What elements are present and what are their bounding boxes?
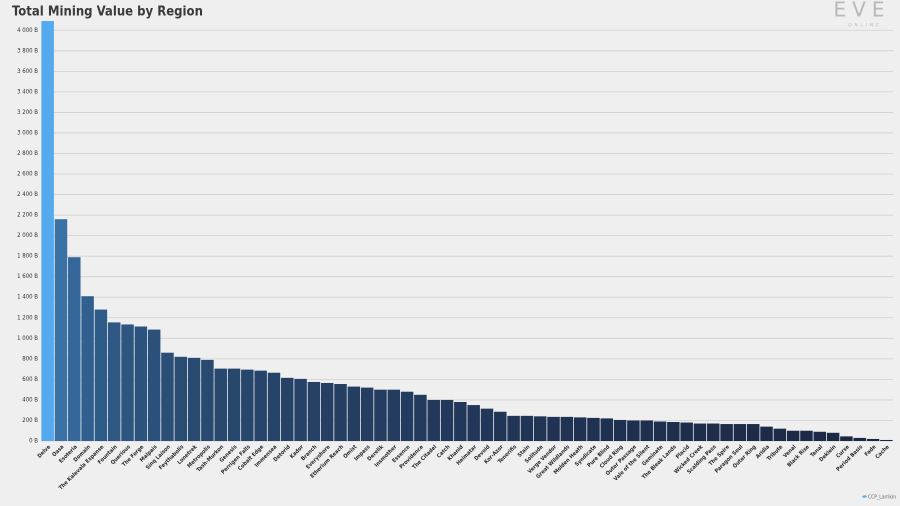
y-tick-label: 3 000 B bbox=[17, 129, 38, 136]
chart-title: Total Mining Value by Region bbox=[12, 5, 203, 20]
bar bbox=[241, 369, 254, 441]
y-tick-label: 2 200 B bbox=[17, 212, 38, 219]
bar bbox=[214, 368, 227, 441]
bar bbox=[400, 391, 414, 441]
bar bbox=[294, 378, 307, 441]
y-tick-label: 1 600 B bbox=[17, 273, 38, 280]
bar bbox=[254, 370, 267, 441]
credit: CCP_Larrikin bbox=[868, 495, 896, 501]
bar bbox=[94, 309, 108, 441]
bar bbox=[640, 420, 653, 441]
bar bbox=[454, 401, 467, 441]
bar bbox=[733, 424, 747, 441]
bar bbox=[347, 386, 361, 441]
bar bbox=[786, 430, 800, 441]
y-tick-label: 400 B bbox=[22, 396, 38, 403]
logo-sub: ONLINE bbox=[848, 23, 881, 29]
bar bbox=[134, 326, 148, 441]
bar bbox=[121, 324, 134, 441]
bar bbox=[653, 421, 667, 441]
bar bbox=[494, 411, 507, 441]
bar bbox=[334, 384, 347, 441]
bar bbox=[320, 382, 334, 441]
bar bbox=[147, 329, 161, 441]
y-tick-label: 2 400 B bbox=[17, 191, 38, 198]
y-tick-label: 200 B bbox=[22, 417, 38, 424]
bar bbox=[680, 422, 693, 441]
y-tick-label: 2 800 B bbox=[17, 150, 38, 157]
y-tick-label: 4 000 B bbox=[17, 27, 38, 34]
bar bbox=[480, 408, 494, 441]
bar bbox=[440, 399, 454, 441]
twitter-icon bbox=[862, 495, 867, 498]
y-tick-label: 0 B bbox=[29, 438, 38, 445]
bar bbox=[667, 422, 680, 441]
bar bbox=[800, 430, 813, 441]
bar bbox=[374, 389, 387, 441]
bar bbox=[174, 356, 188, 441]
bar bbox=[281, 377, 294, 441]
y-tick-label: 2 000 B bbox=[17, 232, 38, 239]
bar bbox=[707, 423, 720, 441]
y-tick-label: 3 200 B bbox=[17, 109, 38, 116]
bar bbox=[573, 417, 587, 441]
bar bbox=[813, 431, 827, 441]
bar bbox=[826, 432, 840, 441]
bar bbox=[161, 352, 174, 441]
bar bbox=[387, 389, 401, 441]
bar bbox=[773, 428, 787, 441]
y-tick-label: 3 600 B bbox=[17, 68, 38, 75]
bar bbox=[201, 359, 214, 441]
bar bbox=[613, 419, 627, 441]
bar bbox=[547, 416, 560, 441]
bar bbox=[587, 417, 600, 441]
y-tick-label: 800 B bbox=[22, 355, 38, 362]
bar bbox=[107, 322, 121, 441]
y-tick-label: 3 400 B bbox=[17, 88, 38, 95]
bar bbox=[840, 436, 853, 441]
bar bbox=[853, 437, 866, 441]
logo: EVE bbox=[834, 0, 891, 22]
bar bbox=[720, 424, 733, 441]
bar bbox=[693, 423, 707, 441]
y-tick-label: 1 800 B bbox=[17, 253, 38, 260]
bar bbox=[54, 219, 68, 441]
bar bbox=[187, 357, 201, 441]
y-tick-label: 600 B bbox=[22, 376, 38, 383]
bar bbox=[880, 439, 893, 441]
bar bbox=[41, 21, 54, 442]
bar bbox=[600, 418, 614, 441]
bar bbox=[520, 415, 534, 441]
bar bbox=[533, 416, 547, 441]
bar bbox=[68, 257, 81, 441]
bar bbox=[267, 372, 281, 441]
bar bbox=[746, 424, 760, 441]
y-tick-label: 1 200 B bbox=[17, 314, 38, 321]
bar bbox=[627, 420, 640, 441]
bar bbox=[560, 416, 574, 441]
bar bbox=[760, 426, 773, 441]
y-tick-label: 1 000 B bbox=[17, 335, 38, 342]
bar bbox=[227, 368, 241, 441]
y-tick-label: 2 600 B bbox=[17, 171, 38, 178]
bar bbox=[427, 399, 440, 441]
bar bbox=[866, 438, 880, 441]
bar bbox=[507, 415, 520, 441]
bar bbox=[467, 405, 480, 441]
bar bbox=[360, 387, 374, 441]
bar bbox=[414, 394, 427, 441]
y-tick-label: 1 400 B bbox=[17, 294, 38, 301]
bar bbox=[81, 296, 94, 441]
y-tick-label: 3 800 B bbox=[17, 47, 38, 54]
bar bbox=[307, 381, 321, 441]
